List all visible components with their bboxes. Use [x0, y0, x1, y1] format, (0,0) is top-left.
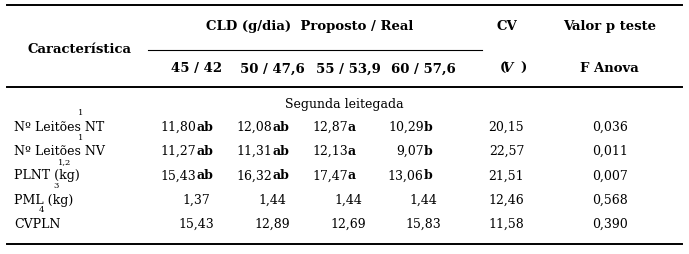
Text: 3: 3: [54, 181, 59, 189]
Text: 12,13: 12,13: [312, 145, 348, 157]
Text: PML (kg): PML (kg): [14, 193, 73, 206]
Text: 0,390: 0,390: [592, 217, 628, 230]
Text: b: b: [424, 169, 433, 182]
Text: 12,08: 12,08: [236, 121, 272, 133]
Text: 0,011: 0,011: [592, 145, 628, 157]
Text: V: V: [503, 62, 513, 75]
Text: b: b: [424, 145, 433, 157]
Text: 1: 1: [79, 133, 83, 141]
Text: 0,036: 0,036: [592, 121, 628, 133]
Text: PLNT (kg): PLNT (kg): [14, 169, 79, 182]
Text: Valor p teste: Valor p teste: [564, 20, 656, 33]
Text: 12,89: 12,89: [254, 217, 290, 230]
Text: 15,83: 15,83: [406, 217, 442, 230]
Text: 11,80: 11,80: [161, 121, 196, 133]
Text: ab: ab: [272, 145, 289, 157]
Text: b: b: [424, 121, 433, 133]
Text: 12,69: 12,69: [330, 217, 366, 230]
Text: 1,37: 1,37: [183, 193, 210, 206]
Text: 15,43: 15,43: [161, 169, 196, 182]
Text: 0,568: 0,568: [592, 193, 628, 206]
Text: 11,27: 11,27: [161, 145, 196, 157]
Text: 55 / 53,9: 55 / 53,9: [316, 62, 380, 75]
Text: ab: ab: [272, 121, 289, 133]
Text: CLD (g/dia)  Proposto / Real: CLD (g/dia) Proposto / Real: [207, 20, 413, 33]
Text: 11,58: 11,58: [489, 217, 524, 230]
Text: 45 / 42: 45 / 42: [171, 62, 222, 75]
Text: 17,47: 17,47: [312, 169, 348, 182]
Text: ): ): [520, 62, 526, 75]
Text: 1: 1: [79, 109, 83, 117]
Text: a: a: [348, 121, 356, 133]
Text: Nº Leitões NT: Nº Leitões NT: [14, 121, 104, 133]
Text: Nº Leitões NV: Nº Leitões NV: [14, 145, 105, 157]
Text: a: a: [348, 169, 356, 182]
Text: 13,06: 13,06: [388, 169, 424, 182]
Text: 10,29: 10,29: [388, 121, 424, 133]
Text: 9,07: 9,07: [396, 145, 424, 157]
Text: 21,51: 21,51: [489, 169, 524, 182]
Text: CVPLN: CVPLN: [14, 217, 60, 230]
Text: 1,44: 1,44: [258, 193, 286, 206]
Text: 12,87: 12,87: [312, 121, 348, 133]
Text: a: a: [348, 145, 356, 157]
Text: CV: CV: [496, 20, 517, 33]
Text: F Anova: F Anova: [580, 62, 639, 75]
Text: 22,57: 22,57: [489, 145, 524, 157]
Text: ab: ab: [196, 145, 213, 157]
Text: ab: ab: [196, 121, 213, 133]
Text: 12,46: 12,46: [489, 193, 524, 206]
Text: 11,31: 11,31: [236, 145, 272, 157]
Text: ab: ab: [272, 169, 289, 182]
Text: 15,43: 15,43: [178, 217, 214, 230]
Text: 1,44: 1,44: [334, 193, 362, 206]
Text: 16,32: 16,32: [236, 169, 272, 182]
Text: 20,15: 20,15: [489, 121, 524, 133]
Text: 60 / 57,6: 60 / 57,6: [391, 62, 456, 75]
Text: (: (: [500, 62, 506, 75]
Text: Segunda leitegada: Segunda leitegada: [285, 98, 404, 110]
Text: 50 / 47,6: 50 / 47,6: [240, 62, 305, 75]
Text: 1,2: 1,2: [59, 157, 72, 165]
Text: 0,007: 0,007: [592, 169, 628, 182]
Text: 4: 4: [39, 205, 44, 214]
Text: ab: ab: [196, 169, 213, 182]
Text: 1,44: 1,44: [410, 193, 438, 206]
Text: Característica: Característica: [28, 43, 131, 56]
